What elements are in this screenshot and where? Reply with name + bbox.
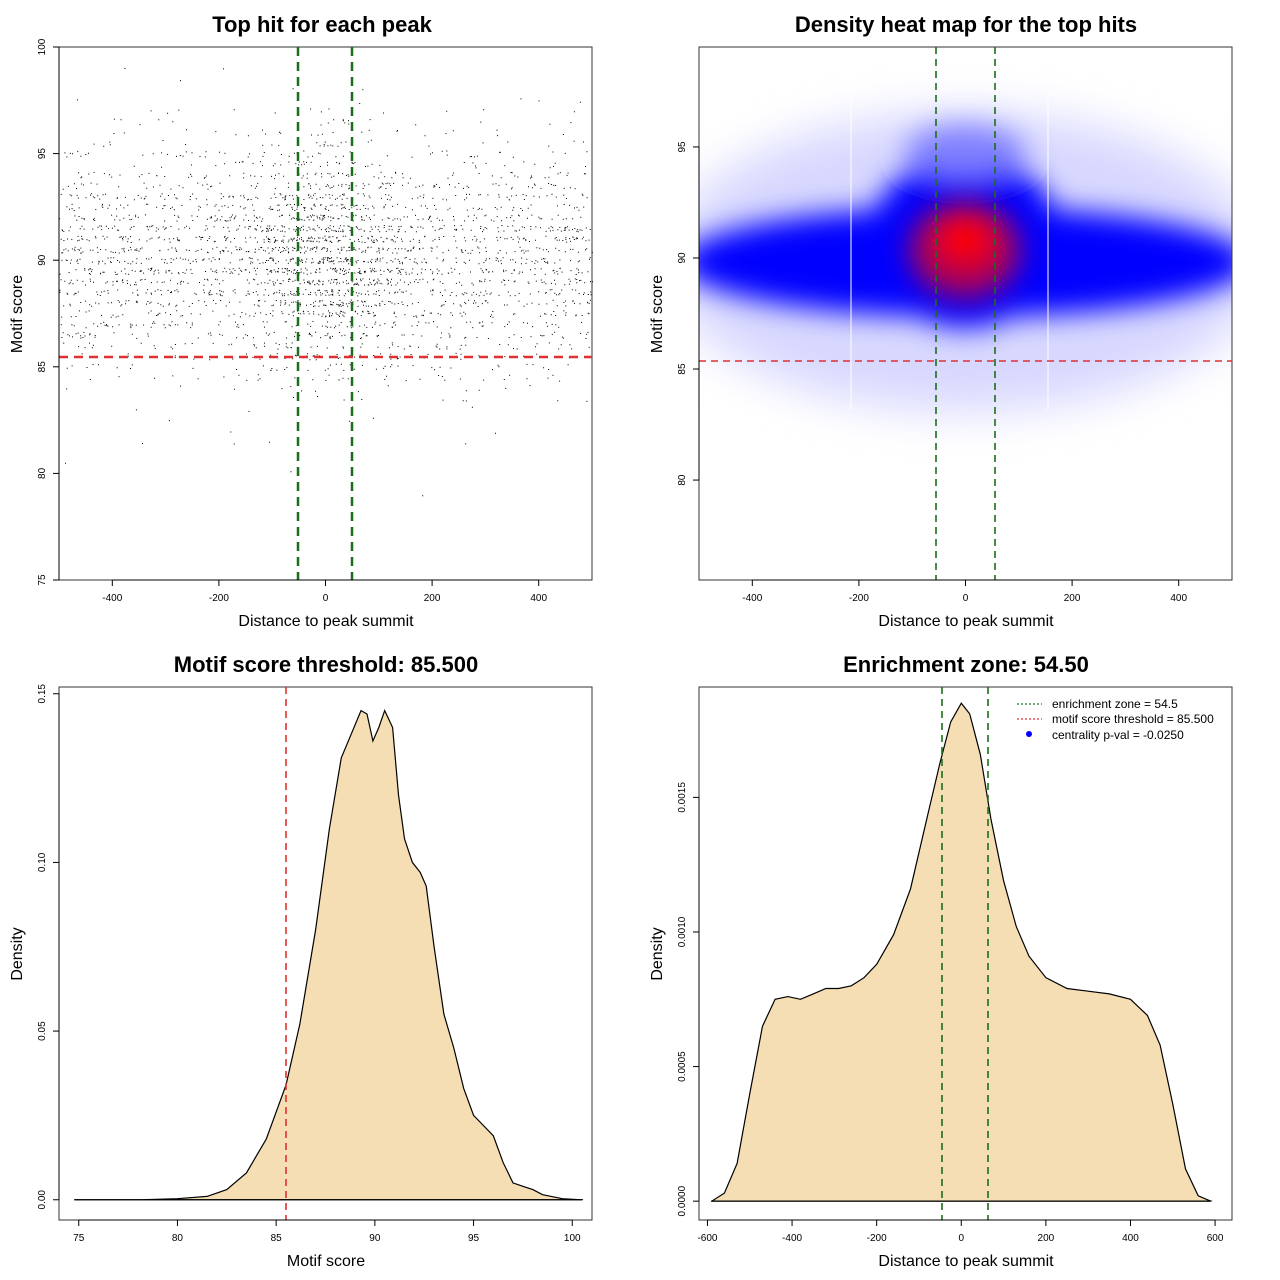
x-tick-label: 200 xyxy=(424,593,441,604)
legend-label-threshold: motif score threshold = 85.500 xyxy=(1052,712,1214,726)
panel4-ylabel: Density xyxy=(649,927,666,980)
heatmap-hotspot xyxy=(910,202,1020,298)
y-tick-label: 0.05 xyxy=(37,1021,48,1041)
score-density-curve xyxy=(74,709,584,1201)
panel3-xlabel: Motif score xyxy=(287,1253,365,1270)
y-tick-label: 80 xyxy=(677,474,688,486)
legend-label-enrichment: enrichment zone = 54.5 xyxy=(1052,697,1178,711)
x-tick-label: 0 xyxy=(963,593,969,604)
y-tick-label: 85 xyxy=(677,363,688,375)
y-tick-label: 0.0015 xyxy=(677,782,688,813)
panel1-xlabel: Distance to peak summit xyxy=(238,613,414,630)
panel2-axes: -400 -200 0 200 400 80 85 90 95 xyxy=(677,141,1187,604)
y-tick-label: 95 xyxy=(677,141,688,153)
x-tick-label: -200 xyxy=(867,1233,887,1244)
y-tick-label: 80 xyxy=(37,467,48,479)
panel4-title: Enrichment zone: 54.50 xyxy=(843,652,1089,677)
y-tick-label: 0.0010 xyxy=(677,916,688,947)
distance-density-curve xyxy=(710,702,1213,1203)
x-tick-label: 400 xyxy=(1170,593,1187,604)
panel4-axes: -600 -400 -200 0 200 400 600 0.0000 0.0005 0.0010… xyxy=(677,782,1224,1244)
scatter-point-cloud xyxy=(59,68,594,497)
panel1-ylabel: Motif score xyxy=(9,275,26,353)
y-tick-label: 0.10 xyxy=(37,852,48,872)
x-tick-label: 90 xyxy=(369,1233,381,1244)
x-tick-label: 0 xyxy=(958,1233,964,1244)
panel-top-hits-scatter: Top hit for each peak -400 -200 0 200 400 75 8… xyxy=(9,12,594,630)
panel2-ylabel: Motif score xyxy=(649,275,666,353)
x-tick-label: 100 xyxy=(564,1233,581,1244)
x-tick-label: 400 xyxy=(530,593,547,604)
legend-label-pval: centrality p-val = -0.0250 xyxy=(1052,728,1184,742)
x-tick-label: 95 xyxy=(468,1233,480,1244)
x-tick-label: -600 xyxy=(697,1233,717,1244)
y-tick-label: 0.0005 xyxy=(677,1051,688,1082)
x-tick-label: 85 xyxy=(271,1233,283,1244)
panel-motif-score-density: Motif score threshold: 85.500 75 80 85 90 95… xyxy=(9,652,593,1270)
panel-enrichment-zone-density: Enrichment zone: 54.50 enrichment zone =… xyxy=(649,652,1233,1270)
panel3-title: Motif score threshold: 85.500 xyxy=(174,652,478,677)
y-tick-label: 75 xyxy=(37,574,48,586)
panel2-xlabel: Distance to peak summit xyxy=(878,613,1054,630)
x-tick-label: 80 xyxy=(172,1233,184,1244)
panel1-frame xyxy=(58,46,593,581)
x-tick-label: 400 xyxy=(1122,1233,1139,1244)
y-tick-label: 90 xyxy=(677,252,688,264)
x-tick-label: -200 xyxy=(849,593,869,604)
x-tick-label: 0 xyxy=(323,593,329,604)
x-tick-label: -400 xyxy=(102,593,122,604)
legend-swatch-pval-dot xyxy=(1026,731,1032,737)
y-tick-label: 85 xyxy=(37,361,48,373)
y-tick-label: 0.00 xyxy=(37,1190,48,1210)
panel4-xlabel: Distance to peak summit xyxy=(878,1253,1054,1270)
scatter-points xyxy=(59,68,594,497)
y-tick-label: 0.15 xyxy=(37,684,48,704)
panel3-ylabel: Density xyxy=(9,927,26,980)
panel3-axes: 75 80 85 90 95 100 0.00 0.05 0.10 0.15 xyxy=(37,684,581,1244)
x-tick-label: 200 xyxy=(1038,1233,1055,1244)
x-tick-label: 600 xyxy=(1207,1233,1224,1244)
panel1-title: Top hit for each peak xyxy=(212,12,432,37)
legend: enrichment zone = 54.5 motif score thres… xyxy=(1017,697,1214,742)
panel2-title: Density heat map for the top hits xyxy=(795,12,1137,37)
x-tick-label: 75 xyxy=(73,1233,85,1244)
y-tick-label: 90 xyxy=(37,254,48,266)
x-tick-label: -400 xyxy=(782,1233,802,1244)
y-tick-label: 0.0000 xyxy=(677,1185,688,1216)
y-tick-label: 95 xyxy=(37,148,48,160)
panel1-axes: -400 -200 0 200 400 75 80 85 90 95 100 xyxy=(37,38,547,604)
x-tick-label: 200 xyxy=(1064,593,1081,604)
x-tick-label: -400 xyxy=(742,593,762,604)
heatmap-area xyxy=(699,47,1232,580)
panel-density-heatmap: Density heat map for the top hits -400 -2… xyxy=(649,12,1233,630)
y-tick-label: 100 xyxy=(37,38,48,55)
x-tick-label: -200 xyxy=(209,593,229,604)
